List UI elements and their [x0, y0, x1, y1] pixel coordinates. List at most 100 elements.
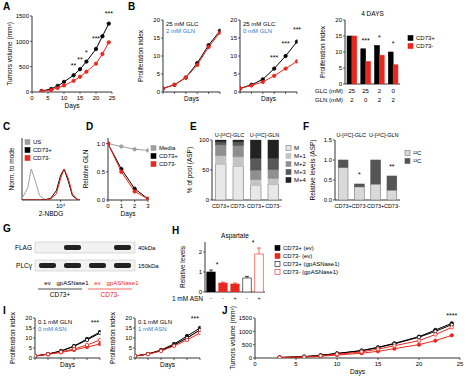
bar [387, 176, 397, 190]
legend-swatch [286, 178, 291, 183]
y-tick [210, 140, 212, 141]
point [101, 52, 104, 55]
point [78, 75, 81, 78]
x-axis-title: Days [350, 368, 366, 376]
category-label: CD73+ [367, 203, 384, 209]
point [250, 83, 253, 86]
bar [387, 190, 397, 200]
point [159, 349, 162, 352]
x-tick [460, 358, 461, 360]
bar [268, 184, 279, 200]
point [163, 87, 165, 90]
y-tick-label: 0.5 [97, 169, 106, 175]
row-value: 2 [350, 97, 354, 103]
group-line [88, 289, 132, 290]
legend-swatch [408, 36, 413, 41]
bar [216, 142, 227, 145]
x-axis-title: 1 mM ASN [172, 295, 203, 302]
y-tick-label: 10 [153, 53, 160, 59]
point [85, 70, 88, 73]
significance: * [252, 239, 255, 246]
panel-letter: G [3, 223, 11, 234]
point [133, 148, 136, 151]
point [417, 343, 420, 346]
y-axis [255, 318, 256, 358]
point [135, 354, 137, 357]
y-tick-label: 1000 [239, 329, 253, 335]
series-line [108, 144, 148, 199]
point [107, 41, 110, 44]
x-tick-label: 5 [294, 361, 298, 367]
point [146, 352, 149, 355]
significance: * [85, 49, 88, 56]
blot-row-label: PLCγ [16, 262, 33, 270]
significance: *** [270, 54, 278, 61]
y-tick-label: 10 [335, 49, 342, 55]
panel-letter: I [3, 305, 6, 316]
point [303, 355, 306, 358]
y-tick [106, 171, 108, 172]
point [335, 353, 338, 356]
point [62, 84, 65, 87]
x-tick [262, 92, 263, 94]
y-tick [33, 328, 35, 329]
condition-label: 25 mM GLC [166, 21, 199, 27]
category-label: CD73- [230, 203, 246, 209]
bar [251, 140, 262, 158]
point [46, 353, 49, 356]
x-tick [32, 92, 33, 94]
legend-label: M+2 [294, 161, 307, 167]
x-tick [297, 92, 298, 94]
bar [219, 283, 227, 292]
series-line [135, 328, 200, 356]
x-tick-label: 25 [109, 95, 116, 101]
y-axis [335, 140, 336, 200]
y-tick [133, 348, 135, 349]
row-label: GLC (mM) [315, 88, 343, 94]
series-line [280, 325, 452, 358]
bar [251, 158, 262, 170]
legend-label: CD73+ [33, 147, 52, 153]
x-tick-label: 10⁴ [56, 203, 66, 209]
bar [255, 254, 263, 292]
y-axis-title: Proliferation index [109, 311, 116, 364]
x-tick-label: 10 [334, 361, 341, 367]
significance: *** [282, 40, 290, 47]
legend-swatch [286, 146, 291, 151]
point [46, 352, 49, 355]
lane-label: ev [94, 280, 100, 286]
y-tick [238, 74, 240, 75]
blot-strip [35, 260, 135, 271]
bar [361, 49, 366, 84]
bar [268, 178, 279, 184]
bar [355, 184, 365, 187]
point [56, 86, 59, 89]
y-tick [253, 318, 255, 319]
x-tick [419, 358, 420, 360]
legend-label: CD73- (gpASNase1) [283, 269, 338, 275]
point [159, 349, 162, 352]
series-line [280, 335, 452, 357]
legend-label: US [33, 139, 41, 145]
x-tick [200, 358, 201, 360]
point [376, 348, 379, 351]
point [120, 170, 123, 173]
x-tick [378, 358, 379, 360]
category-label: CD73- [351, 203, 367, 209]
legend-label: ¹²C [413, 150, 422, 156]
row-value: 2 [391, 97, 395, 103]
y-tick [343, 36, 345, 37]
error-bar [257, 248, 261, 254]
legend-label: CD73- [159, 161, 176, 167]
y-tick [343, 20, 345, 21]
row-value: 0 [391, 88, 395, 94]
point [278, 356, 281, 358]
point [59, 350, 62, 353]
legend-swatch [151, 154, 156, 159]
y-tick [133, 338, 135, 339]
point [146, 352, 149, 355]
y-tick-label: 15 [153, 35, 160, 41]
y-tick-label: 1500 [16, 13, 30, 19]
y-tick [33, 338, 35, 339]
point [98, 330, 100, 333]
